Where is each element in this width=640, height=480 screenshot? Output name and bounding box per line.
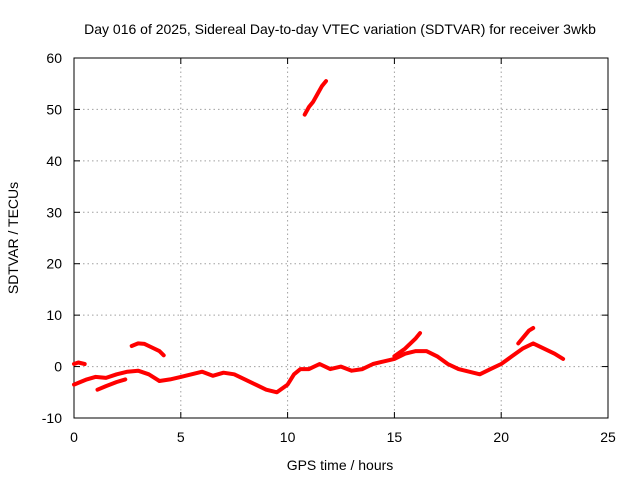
y-tick-label: 30 (46, 204, 62, 220)
series-outlier-arc (302, 79, 328, 117)
x-tick-label: 5 (177, 429, 185, 445)
data-series (72, 79, 566, 395)
series-hump-near-3h (129, 341, 166, 358)
series-early-spike (72, 360, 87, 366)
y-tick-label: 20 (46, 256, 62, 272)
x-tick-label: 25 (600, 429, 616, 445)
y-tick-label: 50 (46, 101, 62, 117)
y-tick-label: 10 (46, 307, 62, 323)
y-tick-label: 60 (46, 50, 62, 66)
x-axis-label: GPS time / hours (287, 457, 394, 473)
series-main-trace (72, 341, 566, 395)
y-tick-label: 0 (54, 359, 62, 375)
x-tick-label: 10 (280, 429, 296, 445)
y-axis-label: SDTVAR / TECUs (5, 182, 21, 294)
x-tick-label: 20 (493, 429, 509, 445)
y-tick-label: 40 (46, 153, 62, 169)
x-tick-label: 0 (70, 429, 78, 445)
series-lower-lobe (95, 377, 128, 392)
axis-ticks: 0 5 10 15 20 25 -10 0 10 20 30 40 50 60 (42, 50, 616, 445)
grid (74, 58, 608, 418)
x-tick-label: 15 (387, 429, 403, 445)
series-spike-near-16h (392, 331, 422, 359)
chart-title: Day 016 of 2025, Sidereal Day-to-day VTE… (84, 21, 596, 37)
series-spike-near-21-5h (516, 326, 536, 346)
plot-frame (73, 57, 609, 419)
y-tick-label: -10 (42, 410, 62, 426)
